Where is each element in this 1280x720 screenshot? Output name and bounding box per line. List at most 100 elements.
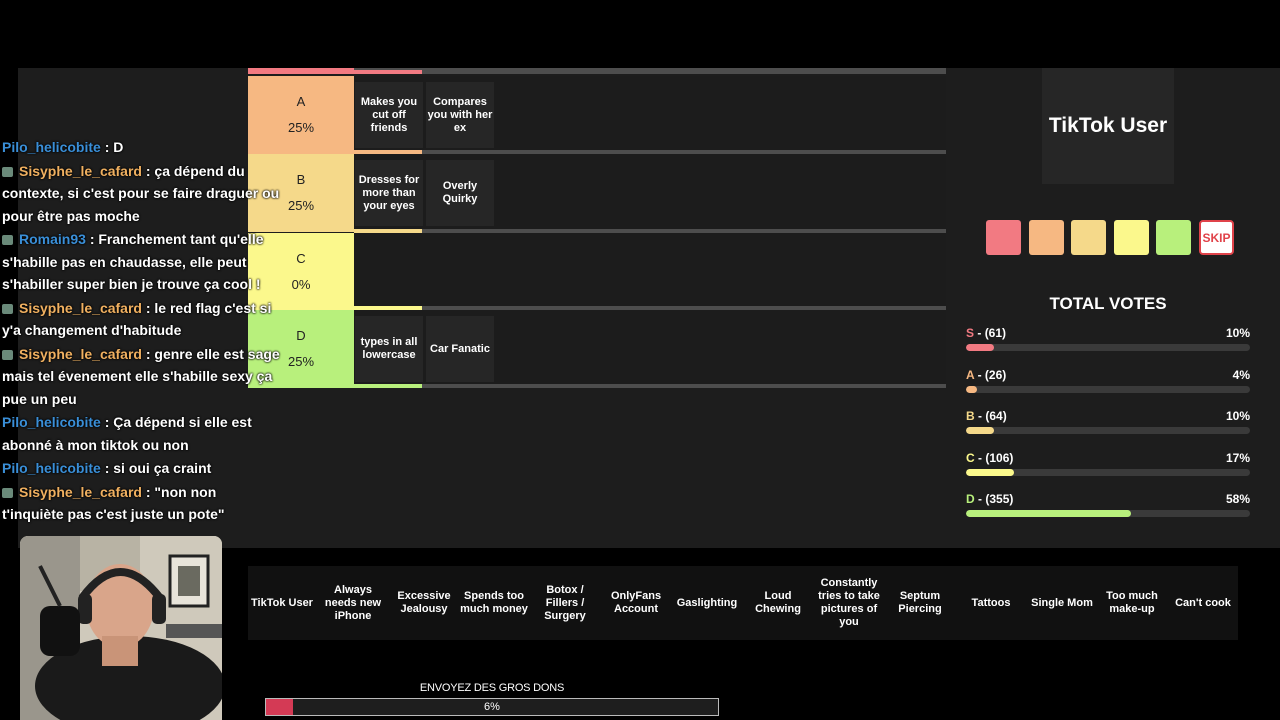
pool-item[interactable]: Loud Chewing [755,590,801,615]
pool-item[interactable]: Septum Piercing [898,590,942,615]
webcam-feed [20,536,222,720]
chat-text: : genre elle est sage mais tel évenement… [2,345,280,407]
pool-item[interactable]: Tattoos [971,596,1011,609]
donation-progress: 6% [265,698,719,716]
donation-percent: 6% [484,701,500,713]
vote-track [966,469,1250,476]
item-pool: TikTok User Always needs new iPhone Exce… [248,566,1238,640]
vote-a-button[interactable] [1029,220,1064,255]
chat-feed: Pilo_helicobite : D Sisyphe_le_cafard : … [0,136,280,527]
vote-letter: A [966,368,975,382]
vote-label: S - (61) [966,326,1006,340]
tier-row-c: C 0% [248,233,946,311]
tier-label-c: C 0% [248,233,354,311]
chat-text: : si oui ça craint [104,460,212,476]
chat-text: : le red flag c'est si y'a changement d'… [2,299,272,339]
pool-item[interactable]: Spends too much money [460,590,528,615]
tier-letter: C [296,251,306,266]
pool-item[interactable]: TikTok User [251,596,313,609]
vote-letter: S [966,326,975,340]
pool-item[interactable]: Always needs new iPhone [324,583,382,622]
vote-bar [966,386,978,393]
chat-username[interactable]: Sisyphe_le_cafard [19,299,142,316]
vote-label: C - (106) [966,451,1013,465]
pool-item[interactable]: OnlyFans Account [610,590,662,615]
tier-letter: D [296,328,306,343]
chat-username[interactable]: Romain93 [19,231,86,247]
tier-percent: 0% [291,277,311,292]
tier-divider-fill [354,306,422,310]
tier-s-strip-fill [354,70,422,74]
tier-letter: B [296,172,306,187]
tier-divider-fill [354,150,422,154]
donation-progress-fill [266,699,294,715]
vote-count: - (61) [977,326,1007,340]
pool-item[interactable]: Gaslighting [676,596,738,609]
vote-c-button[interactable] [1114,220,1149,255]
chat-text: : ça dépend du contexte, si c'est pour s… [2,162,280,224]
chat-text: : "non non t'inquiète pas c'est juste un… [2,483,225,523]
pool-item[interactable]: Can't cook [1175,596,1231,609]
chat-message: Pilo_helicobite : Ça dépend si elle est … [2,411,280,456]
tier-s-strip-label [248,68,354,74]
vote-track [966,344,1250,351]
vote-bar [966,344,995,351]
chat-message: Romain93 : Franchement tant qu'elle s'ha… [2,228,280,296]
tier-label-d: D 25% [248,310,354,388]
vote-count: - (64) [978,409,1007,423]
chat-text: : D [104,139,124,155]
vote-percent: 10% [1225,409,1250,423]
vote-track [966,386,1250,393]
tier-divider [354,150,946,154]
vote-percent: 17% [1225,451,1250,465]
tier-item[interactable]: Makes you cut off friends [355,82,423,148]
vote-percent: 10% [1225,326,1250,340]
computer-icon [2,349,13,360]
tier-divider [354,306,946,310]
pool-item[interactable]: Single Mom [1031,596,1093,609]
tier-divider [354,384,946,388]
tier-label-b: B 25% [248,154,354,232]
chat-username[interactable]: Pilo_helicobite [2,414,101,430]
vote-row-d: D - (355) 58% [966,492,1250,522]
computer-icon [2,303,13,314]
chat-username[interactable]: Sisyphe_le_cafard [19,345,142,362]
tier-label-a: A 25% [248,76,354,154]
chat-username[interactable]: Sisyphe_le_cafard [19,483,142,500]
vote-count: - (106) [978,451,1014,465]
tier-item[interactable]: Dresses for more than your eyes [355,160,423,226]
total-votes-title: TOTAL VOTES [1049,294,1167,313]
chat-message: Pilo_helicobite : D [2,136,280,159]
donation-label: ENVOYEZ DES GROS DONS [419,682,565,694]
chat-username[interactable]: Pilo_helicobite [2,139,101,155]
pool-item[interactable]: Too much make-up [1106,590,1158,615]
chat-message: Sisyphe_le_cafard : le red flag c'est si… [2,297,280,342]
vote-row-a: A - (26) 4% [966,368,1250,398]
skip-button[interactable]: SKIP [1199,220,1234,255]
chat-username[interactable]: Pilo_helicobite [2,460,101,476]
vote-percent: 58% [1225,492,1250,506]
pool-item[interactable]: Excessive Jealousy [397,590,451,615]
pool-item[interactable]: Botox / Fillers / Surgery [544,583,586,622]
tier-item[interactable]: types in all lowercase [355,316,423,382]
vote-bar [966,510,1131,517]
tier-percent: 25% [287,198,315,213]
tier-list: A 25% Makes you cut off friends Compares… [248,68,946,390]
vote-b-button[interactable] [1071,220,1106,255]
chat-message: Sisyphe_le_cafard : "non non t'inquiète … [2,481,280,526]
tier-divider-fill [354,384,422,388]
vote-label: A - (26) [966,368,1006,382]
computer-icon [2,487,13,498]
vote-label: D - (355) [966,492,1013,506]
tier-item[interactable]: Car Fanatic [426,316,494,382]
tier-item[interactable]: Compares you with her ex [426,82,494,148]
current-card: TikTok User [1042,68,1174,184]
vote-s-button[interactable] [986,220,1021,255]
pool-item[interactable]: Constantly tries to take pictures of you [818,577,880,628]
vote-row-s: S - (61) 10% [966,326,1250,356]
tier-item[interactable]: Overly Quirky [426,160,494,226]
vote-letter: B [966,409,975,423]
chat-username[interactable]: Sisyphe_le_cafard [19,162,142,179]
vote-d-button[interactable] [1156,220,1191,255]
tier-row-d: D 25% types in all lowercase Car Fanatic [248,310,946,388]
